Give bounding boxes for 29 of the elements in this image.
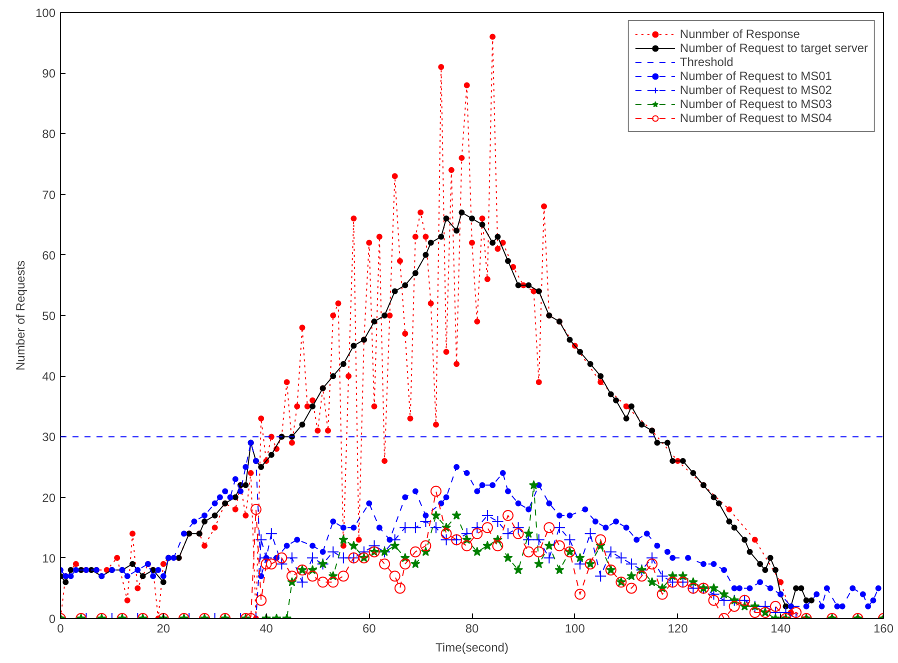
legend-label: Number of Request to MS01: [680, 69, 832, 83]
x-tick-label: 60: [362, 622, 376, 636]
y-tick-label: 0: [48, 612, 56, 626]
x-tick-label: 160: [873, 622, 894, 636]
x-tick-label: 120: [668, 622, 688, 636]
legend-label: Number of Request to MS02: [680, 83, 832, 97]
x-tick-label: 40: [260, 622, 274, 636]
y-tick-label: 80: [42, 127, 56, 142]
legend-label: Threshold: [680, 55, 734, 69]
y-tick-label: 90: [42, 66, 56, 81]
x-axis-title: Time(second): [436, 640, 508, 654]
x-tick-label: 0: [57, 622, 64, 636]
x-tick-label: 100: [564, 622, 586, 636]
x-tick-label: 20: [156, 622, 170, 636]
legend-label: Number of Request to MS04: [680, 111, 832, 125]
y-tick-label: 60: [42, 248, 56, 262]
y-tick-label: 30: [42, 430, 56, 444]
y-tick-label: 40: [42, 370, 56, 384]
legend-label: Number of Request to target server: [680, 41, 868, 55]
y-tick-label: 10: [42, 551, 56, 566]
y-tick-label: 50: [42, 309, 56, 323]
y-axis-title: Number of Requests: [13, 260, 28, 371]
y-tick-label: 20: [42, 490, 56, 505]
x-tick-label: 80: [465, 622, 479, 636]
legend-label: Nunmber of Response: [680, 27, 800, 41]
legend-label: Number of Request to MS03: [680, 97, 832, 111]
y-tick-label: 100: [35, 6, 56, 20]
y-tick-label: 70: [42, 188, 56, 202]
x-tick-label: 140: [770, 622, 791, 636]
